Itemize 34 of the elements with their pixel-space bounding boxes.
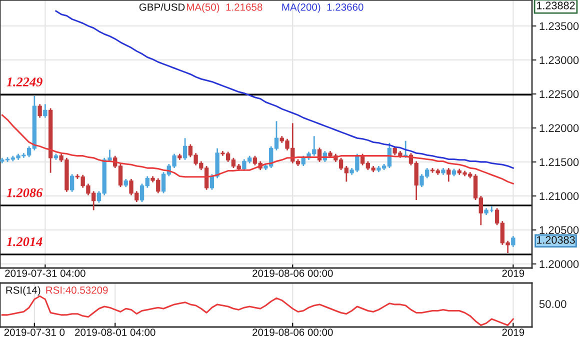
candlestick [38, 103, 42, 118]
chart-title: RSI(14) [6, 286, 40, 296]
ref-line-label: 1.2086 [6, 188, 43, 198]
y-tick-label: 1.21000 [540, 192, 579, 200]
ref-line-label: 1.2014 [6, 237, 42, 246]
x-tick-label: 2019-07-31 0 [4, 328, 65, 336]
candlestick [446, 167, 451, 182]
y-tick-label: 1.22000 [540, 124, 579, 132]
y-tick-label: 1.23000 [540, 56, 579, 64]
x-tick-label: 2019-08-01 04:00 [75, 328, 156, 336]
x-tick-label: 2019 [502, 328, 524, 336]
candlestick [404, 140, 408, 159]
y-tick-label: 1.20500 [540, 226, 579, 234]
text: 50.00 [539, 300, 566, 308]
y-tick-label: 1.20000 [540, 260, 579, 268]
chart-title: GBP/USD [139, 3, 185, 11]
candlestick [182, 137, 188, 161]
candlestick [43, 103, 48, 118]
y-tick-label: 1.21500 [540, 158, 579, 166]
y-tick-label: 1.22500 [540, 90, 579, 98]
text: MA(50) 1.21658 [186, 3, 262, 13]
candlestick [70, 173, 74, 193]
text: 1.20383 [536, 236, 575, 244]
candlestick [215, 148, 220, 179]
x-tick-label: 2019 [502, 270, 524, 277]
text: MA(200) 1.23660 [282, 3, 364, 13]
ref-line-label: 1.2249 [6, 78, 42, 86]
series-label: RSI:40.53209 [46, 286, 108, 294]
x-tick-label: 2019-08-06 00:00 [252, 328, 333, 336]
x-tick-label: 2019-07-31 04:00 [5, 270, 86, 277]
x-tick-label: 2019-08-06 00:00 [252, 270, 333, 277]
text: 1.23882 [536, 2, 575, 10]
y-tick-label: 1.23500 [540, 22, 579, 30]
candlestick [511, 235, 516, 248]
